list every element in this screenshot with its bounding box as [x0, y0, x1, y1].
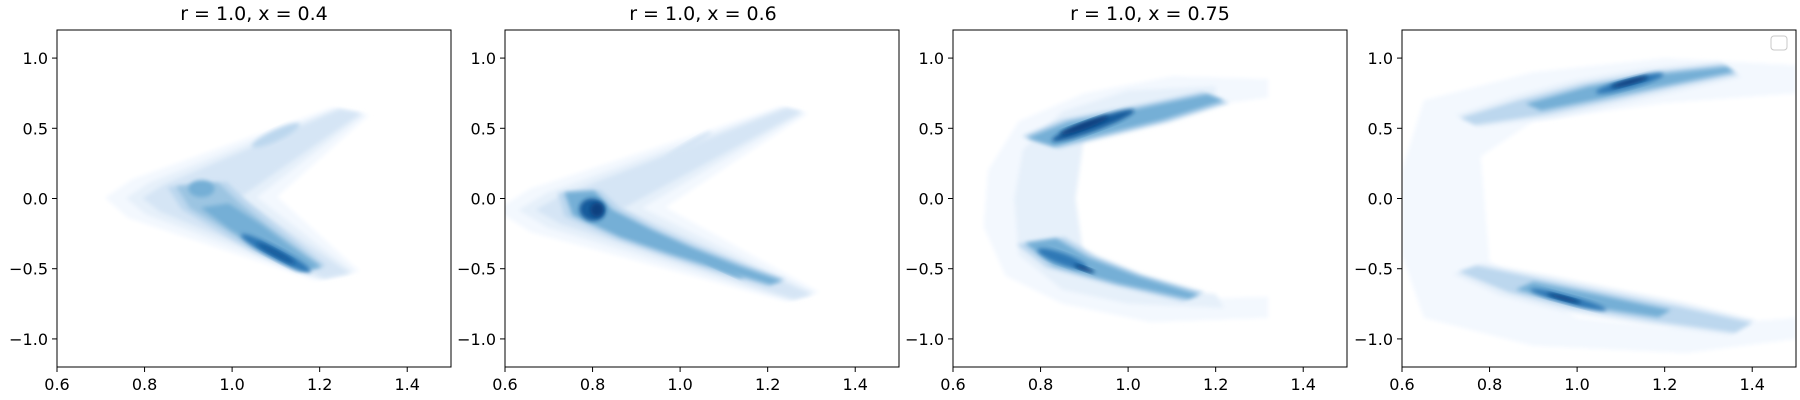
panel-1-y-ticks: 1.0 0.5 0.0 −0.5 −1.0	[9, 49, 57, 349]
panel-2-y-tick-label: 0.5	[471, 119, 496, 138]
panel-3-contour-level-6	[1024, 238, 1200, 299]
panel-1-contour-level-6	[200, 203, 321, 271]
panel-1-x-ticks: 0.6 0.8 1.0 1.2 1.4	[44, 367, 420, 394]
panel-1-plot-area	[56, 29, 452, 368]
panel-4-contour-level-7	[1515, 281, 1671, 318]
panel-1-x-tick-label: 0.6	[44, 375, 69, 394]
panel-4-peak-lower-core	[1547, 293, 1581, 304]
panel-3-plot-area	[952, 29, 1348, 368]
panel-2-contour-level-5	[564, 190, 783, 285]
panel-3-y-tick-label: 1.0	[919, 49, 944, 68]
panel-4-plot-area	[1401, 29, 1797, 368]
panel-4-x-tick-label: 0.6	[1389, 375, 1414, 394]
panel-3-density-contours	[983, 76, 1269, 323]
panel-4: 0.6 0.8 1.0 1.2 1.4 1.0 0.5 0.0 −0.5 −1.0	[1354, 29, 1797, 394]
panel-4-x-tick-label: 1.0	[1564, 375, 1589, 394]
panel-3-x-tick-label: 1.0	[1115, 375, 1140, 394]
panel-3-x-tick-label: 0.6	[940, 375, 965, 394]
panel-4-x-tick-label: 0.8	[1477, 375, 1502, 394]
panel-1-x-tick-label: 0.8	[132, 375, 157, 394]
panel-2-y-tick-label: −0.5	[457, 260, 496, 279]
panel-1-y-tick-label: 0.0	[23, 190, 48, 209]
panel-1-y-tick-label: 1.0	[23, 49, 48, 68]
panel-4-x-ticks: 0.6 0.8 1.0 1.2 1.4	[1389, 367, 1765, 394]
panel-1-density-contours	[105, 107, 370, 281]
panel-2-y-tick-label: 1.0	[471, 49, 496, 68]
panel-3-title: r = 1.0, x = 0.75	[1070, 3, 1230, 25]
panel-1: r = 1.0, x = 0.4 0.6 0.8 1.0 1.2 1.4 1.0 0.5 0…	[9, 3, 452, 394]
panel-1-x-tick-label: 1.4	[394, 375, 419, 394]
panel-3-x-tick-label: 0.8	[1028, 375, 1053, 394]
panel-2-density-contours	[505, 106, 820, 302]
panel-2-peak-vertex-core	[590, 202, 604, 217]
panel-1-x-tick-label: 1.0	[219, 375, 244, 394]
panel-4-y-tick-label: 0.5	[1368, 119, 1393, 138]
panel-4-y-tick-label: −0.5	[1354, 260, 1393, 279]
panel-2-y-tick-label: −1.0	[457, 330, 496, 349]
panel-2-x-tick-label: 1.0	[667, 375, 692, 394]
panel-3-x-ticks: 0.6 0.8 1.0 1.2 1.4	[940, 367, 1316, 394]
panel-2-plot-area	[504, 29, 900, 368]
panel-4-legend-box	[1770, 35, 1788, 51]
panel-1-y-tick-label: −1.0	[9, 330, 48, 349]
panel-4-contour-level-4	[1525, 66, 1734, 111]
panel-2-y-tick-label: 0.0	[471, 190, 496, 209]
panel-3-peak-upper-core	[1059, 115, 1110, 136]
panel-3: r = 1.0, x = 0.75 0.6 0.8 1.0 1.2 1.4 1.0 0.5…	[905, 3, 1348, 394]
panel-3-x-tick-label: 1.2	[1203, 375, 1228, 394]
panel-3-y-tick-label: −1.0	[905, 330, 944, 349]
panel-2-x-ticks: 0.6 0.8 1.0 1.2 1.4	[492, 367, 868, 394]
panel-1-peak-upper	[188, 180, 215, 198]
panel-3-y-tick-label: −0.5	[905, 260, 944, 279]
panel-1-y-tick-label: −0.5	[9, 260, 48, 279]
panel-1-x-tick-label: 1.2	[307, 375, 332, 394]
panel-2-x-tick-label: 1.4	[842, 375, 867, 394]
panel-3-peak-lower-core	[1074, 264, 1095, 273]
panel-3-y-tick-label: 0.0	[919, 190, 944, 209]
panel-4-density-contours	[1402, 58, 1796, 353]
panel-3-y-tick-label: 0.5	[919, 119, 944, 138]
panel-1-peak-lower-core	[256, 242, 296, 264]
panel-3-y-ticks: 1.0 0.5 0.0 −0.5 −1.0	[905, 49, 953, 349]
panel-4-x-tick-label: 1.2	[1652, 375, 1677, 394]
panel-4-y-tick-label: −1.0	[1354, 330, 1393, 349]
panel-4-y-ticks: 1.0 0.5 0.0 −0.5 −1.0	[1354, 49, 1402, 349]
panel-2-peak-lower	[704, 259, 744, 279]
panel-4-y-tick-label: 0.0	[1368, 190, 1393, 209]
panel-2-x-tick-label: 1.2	[755, 375, 780, 394]
panel-2-x-tick-label: 0.6	[492, 375, 517, 394]
panel-1-y-tick-label: 0.5	[23, 119, 48, 138]
panel-4-y-tick-label: 1.0	[1368, 49, 1393, 68]
panel-4-x-tick-label: 1.4	[1739, 375, 1764, 394]
panel-3-peak-lower	[1037, 248, 1088, 270]
panel-2: r = 1.0, x = 0.6 0.6 0.8 1.0 1.2 1.4 1.0 0.5 0…	[457, 3, 900, 394]
panel-3-x-tick-label: 1.4	[1290, 375, 1315, 394]
panel-2-contour-level-1	[505, 106, 820, 302]
panel-2-y-ticks: 1.0 0.5 0.0 −0.5 −1.0	[457, 49, 505, 349]
panel-2-peak-upper	[666, 131, 712, 159]
panel-1-title: r = 1.0, x = 0.4	[180, 3, 328, 25]
panel-1-peak-upper-arm	[251, 123, 300, 148]
panel-4-peak-upper-core	[1610, 76, 1649, 88]
panel-2-x-tick-label: 0.8	[580, 375, 605, 394]
panel-2-title: r = 1.0, x = 0.6	[629, 3, 777, 25]
